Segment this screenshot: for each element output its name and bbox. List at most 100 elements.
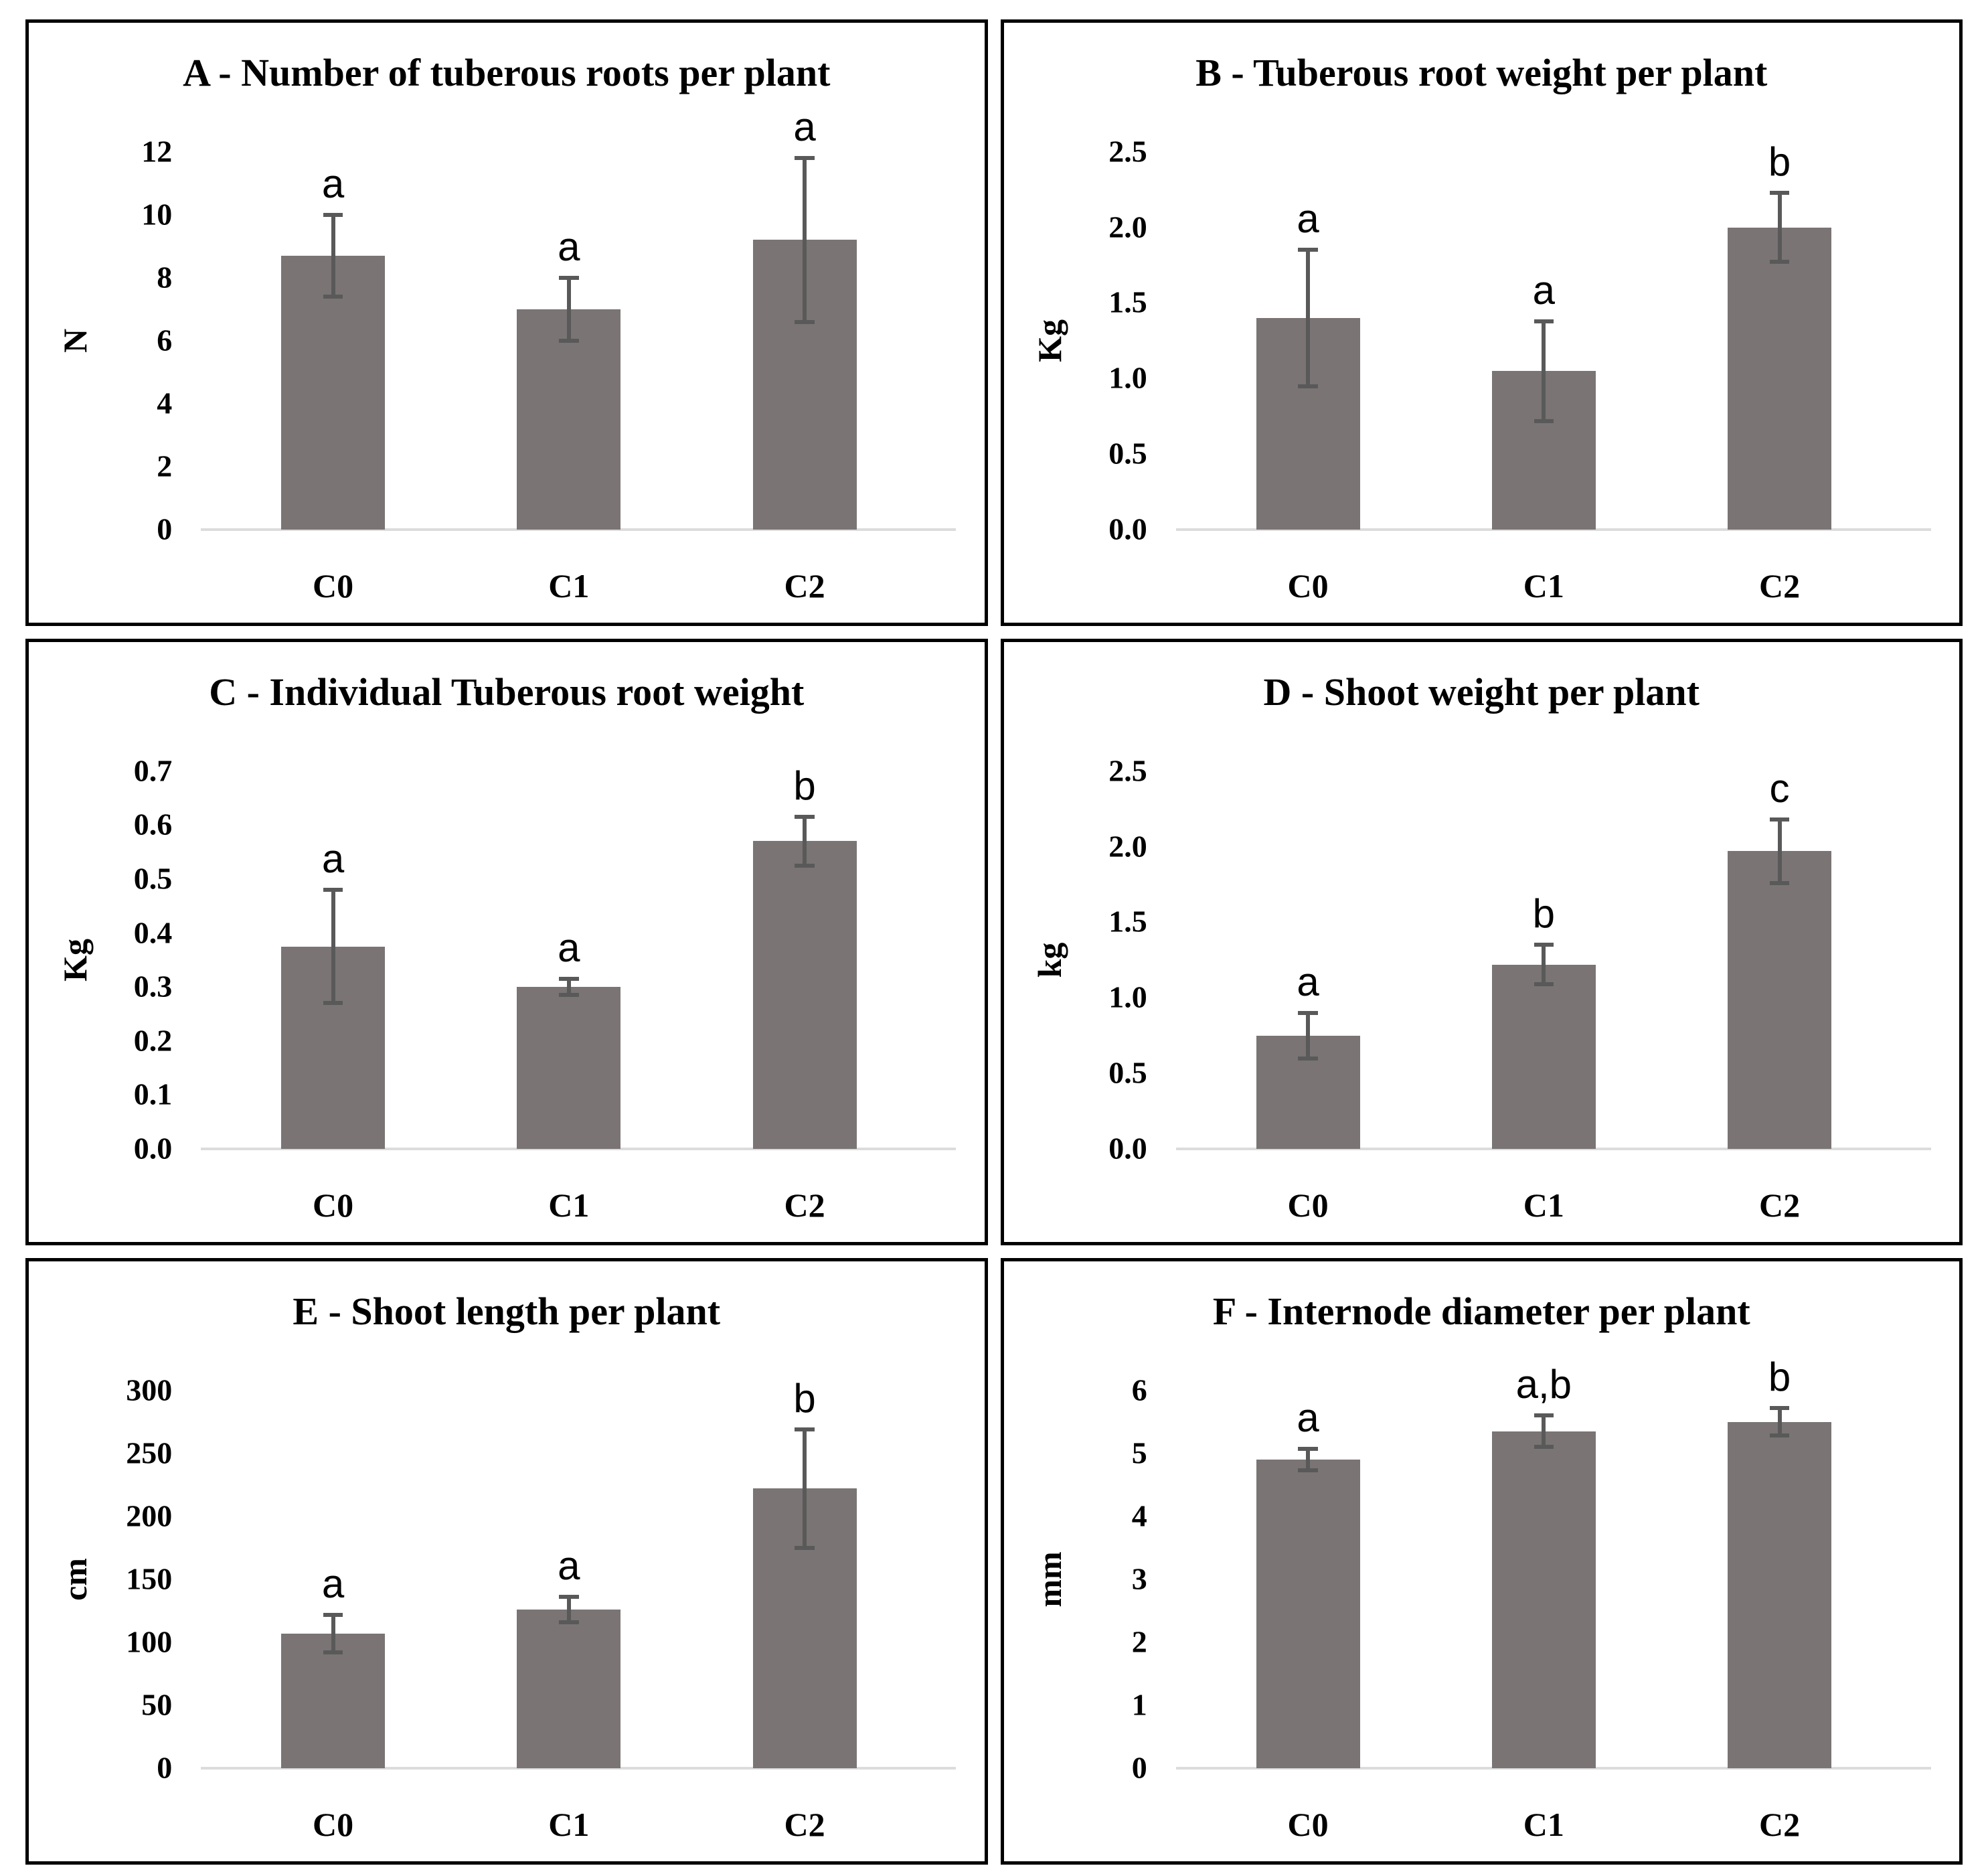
error-bar-line bbox=[1542, 945, 1546, 984]
significance-letter: b bbox=[793, 1375, 816, 1421]
error-bar-cap bbox=[1298, 384, 1318, 388]
significance-letter: b bbox=[793, 763, 816, 809]
error-bar-cap bbox=[559, 993, 579, 998]
error-bar-line bbox=[1306, 1012, 1311, 1059]
y-tick-label: 2 bbox=[1131, 1624, 1147, 1659]
x-axis-line bbox=[1175, 1767, 1931, 1770]
y-tick-label: 0.0 bbox=[1108, 1131, 1147, 1166]
y-tick-label: 2.5 bbox=[1108, 753, 1147, 788]
y-tick-label: 8 bbox=[157, 260, 173, 295]
x-tick-label: C1 bbox=[1523, 1186, 1564, 1225]
significance-letter: a bbox=[321, 161, 345, 206]
chart-title: D - Shoot weight per plant bbox=[1263, 670, 1700, 714]
y-tick-label: 250 bbox=[126, 1435, 173, 1470]
bar bbox=[752, 841, 857, 1150]
x-tick-label: C0 bbox=[313, 1186, 354, 1225]
error-bar-cap bbox=[323, 1612, 343, 1617]
y-tick-label: 6 bbox=[157, 323, 173, 358]
error-bar-cap bbox=[1769, 880, 1790, 885]
y-tick-label: 200 bbox=[126, 1498, 173, 1533]
x-axis-line bbox=[1175, 1148, 1931, 1151]
error-bar-cap bbox=[323, 888, 343, 892]
panel-b-tuberous-root-weight: B - Tuberous root weight per plant Kg 0.… bbox=[1000, 19, 1963, 626]
chart-title: A - Number of tuberous roots per plant bbox=[183, 51, 831, 95]
y-tick-label: 12 bbox=[141, 134, 173, 169]
significance-letter: c bbox=[1769, 765, 1790, 811]
y-tick-label: 0.7 bbox=[133, 753, 173, 788]
error-bar-line bbox=[803, 1429, 807, 1548]
y-tick-label: 0.1 bbox=[133, 1077, 173, 1111]
y-tick-label: 1.0 bbox=[1108, 980, 1147, 1014]
y-tick-label: 1 bbox=[1131, 1687, 1147, 1722]
y-tick-label: 1.5 bbox=[1108, 904, 1147, 939]
y-tick-label: 2.0 bbox=[1108, 209, 1147, 244]
error-bar-line bbox=[1777, 192, 1782, 262]
chart-title: F - Internode diameter per plant bbox=[1212, 1290, 1750, 1334]
y-tick-label: 4 bbox=[1131, 1498, 1147, 1533]
error-bar-cap bbox=[1769, 190, 1790, 195]
error-bar-cap bbox=[1769, 1433, 1790, 1438]
significance-letter: a bbox=[558, 1543, 580, 1589]
error-bar-cap bbox=[795, 815, 815, 819]
error-bar-line bbox=[1777, 819, 1782, 883]
error-bar-cap bbox=[1298, 1468, 1318, 1473]
error-bar-cap bbox=[1534, 1445, 1554, 1450]
error-bar-line bbox=[566, 979, 571, 996]
significance-letter: a bbox=[558, 925, 580, 971]
error-bar-cap bbox=[323, 1001, 343, 1006]
significance-letter: a bbox=[321, 1561, 345, 1606]
y-tick-label: 0.2 bbox=[133, 1023, 173, 1058]
bar bbox=[517, 1610, 621, 1769]
significance-letter: a bbox=[321, 836, 345, 882]
error-bar-cap bbox=[1769, 1405, 1790, 1410]
error-bar-line bbox=[1542, 321, 1546, 421]
error-bar-cap bbox=[323, 1650, 343, 1654]
bar bbox=[1728, 851, 1832, 1150]
error-bar-line bbox=[566, 1597, 571, 1622]
error-bar-cap bbox=[559, 275, 579, 280]
y-tick-label: 0.3 bbox=[133, 969, 173, 1004]
x-tick-label: C0 bbox=[1287, 567, 1329, 605]
x-tick-label: C1 bbox=[548, 567, 590, 605]
y-tick-label: 10 bbox=[141, 197, 173, 232]
x-tick-label: C0 bbox=[1287, 1806, 1329, 1844]
y-tick-label: 0.4 bbox=[133, 915, 173, 949]
error-bar-line bbox=[331, 890, 335, 1004]
y-tick-label: 300 bbox=[126, 1373, 173, 1407]
significance-letter: a bbox=[1297, 1395, 1319, 1441]
error-bar-line bbox=[331, 1614, 335, 1652]
x-tick-label: C2 bbox=[1758, 567, 1801, 605]
error-bar-line bbox=[1777, 1407, 1782, 1436]
error-bar-cap bbox=[795, 863, 815, 868]
error-bar-cap bbox=[323, 295, 343, 299]
significance-letter: a bbox=[1297, 196, 1319, 242]
error-bar-cap bbox=[795, 1427, 815, 1431]
bar bbox=[281, 255, 386, 530]
error-bar-cap bbox=[559, 1620, 579, 1624]
error-bar-cap bbox=[1298, 1056, 1318, 1061]
x-axis-line bbox=[1175, 528, 1931, 532]
y-tick-label: 0 bbox=[157, 512, 173, 546]
error-bar-line bbox=[331, 214, 335, 297]
y-tick-label: 2 bbox=[157, 449, 173, 483]
error-bar-cap bbox=[1534, 1413, 1554, 1418]
bar bbox=[1728, 1421, 1832, 1769]
y-tick-label: 0.5 bbox=[133, 861, 173, 896]
y-tick-label: 0 bbox=[1131, 1750, 1147, 1785]
error-bar-cap bbox=[1298, 248, 1318, 252]
y-tick-label: 0.5 bbox=[1108, 436, 1147, 471]
bar bbox=[1728, 227, 1832, 530]
y-tick-label: 100 bbox=[126, 1624, 173, 1659]
y-tick-label: 6 bbox=[1131, 1373, 1147, 1407]
error-bar-cap bbox=[323, 212, 343, 217]
x-tick-label: C1 bbox=[1523, 567, 1564, 605]
x-tick-label: C2 bbox=[1758, 1806, 1801, 1844]
panel-c-individual-tuberous-root-weight: C - Individual Tuberous root weight Kg 0… bbox=[25, 639, 988, 1245]
y-tick-label: 50 bbox=[141, 1687, 173, 1722]
error-bar-cap bbox=[559, 977, 579, 982]
y-tick-label: 5 bbox=[1131, 1435, 1147, 1470]
error-bar-cap bbox=[1534, 982, 1554, 986]
x-tick-label: C0 bbox=[313, 567, 354, 605]
